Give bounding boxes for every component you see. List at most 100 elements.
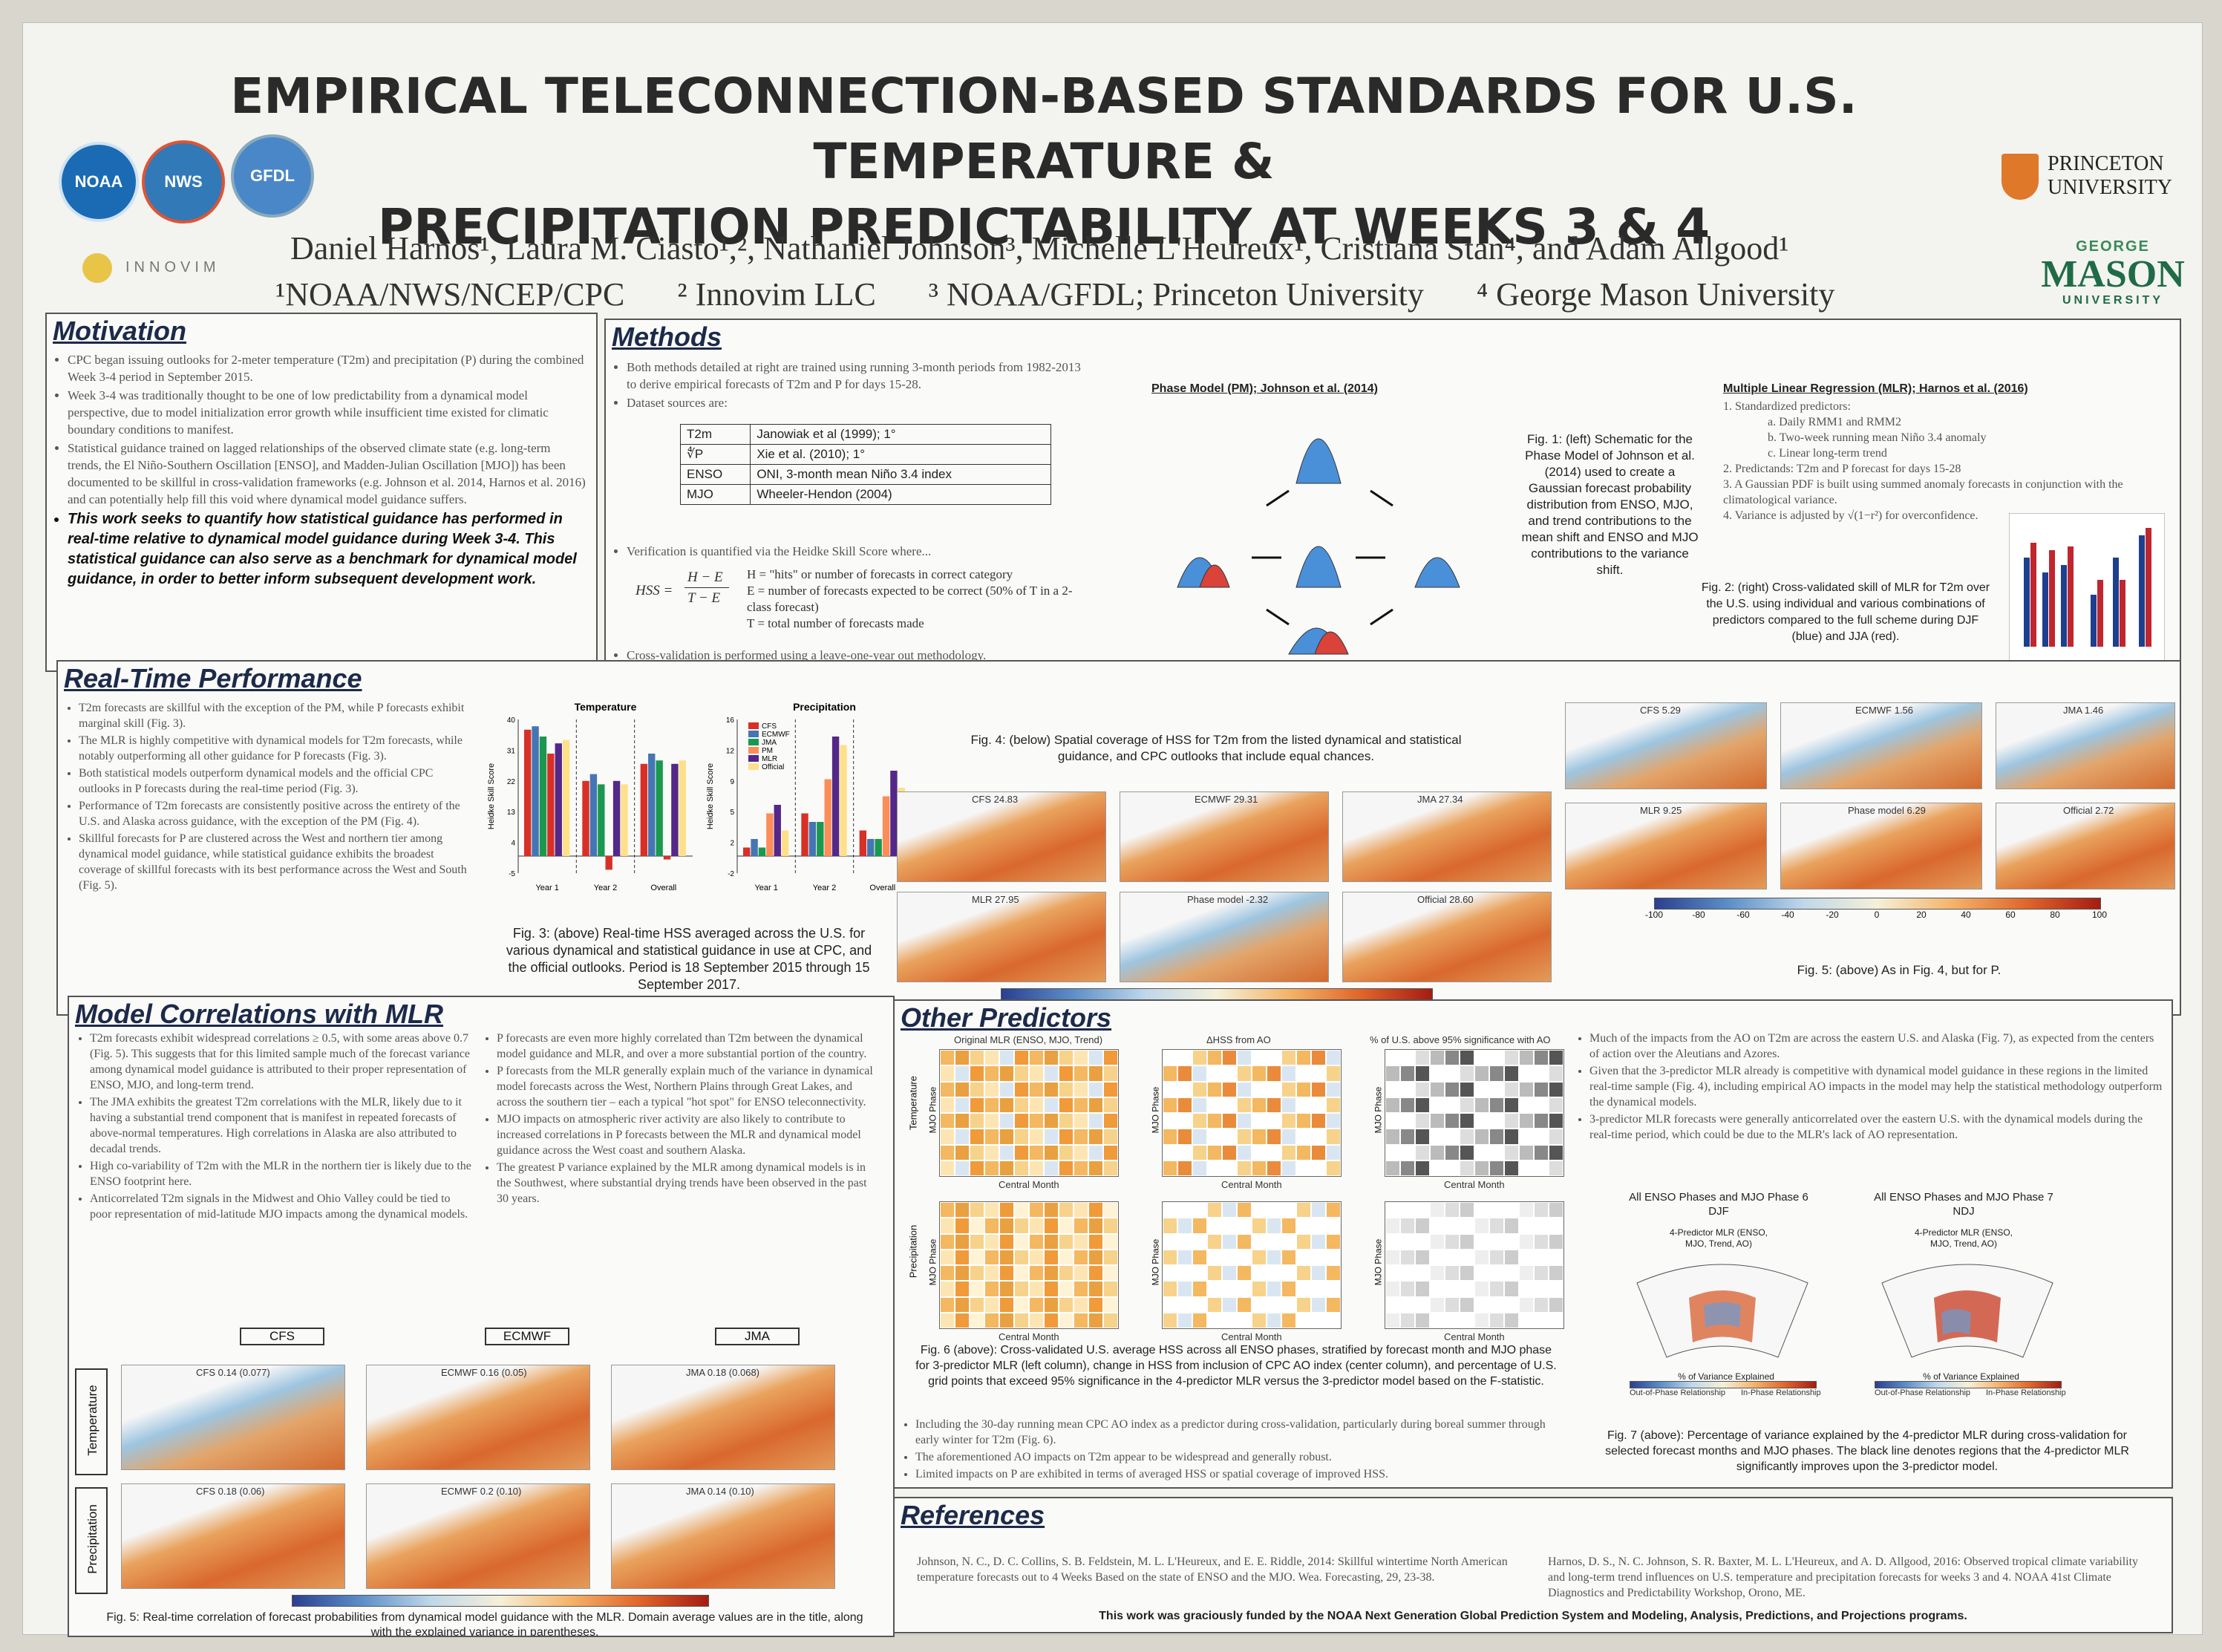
heatmap-cell [1296, 1265, 1311, 1282]
heatmap-cell [970, 1249, 984, 1265]
heatmap-cell [1222, 1097, 1237, 1113]
bar-jma [598, 784, 605, 856]
heatmap-cell [1445, 1129, 1460, 1145]
bar-official [781, 830, 789, 856]
mlr-list: 1. Standardized predictors: a. Daily RMM… [1723, 400, 2123, 522]
bar-mlr [831, 737, 840, 856]
fig4-colorbar [1001, 988, 1433, 1000]
bar-cfs [524, 729, 532, 856]
heatmap-mlr-temp [939, 1049, 1119, 1177]
heatmap-cell [1088, 1160, 1103, 1176]
heatmap-cell [940, 1312, 955, 1328]
pdf-curve-bottom [1288, 627, 1349, 655]
heatmap-cell [940, 1129, 955, 1145]
heatmap-cell [1074, 1144, 1088, 1160]
heatmap-cell [1430, 1218, 1445, 1234]
heatmap-cell [1504, 1113, 1519, 1129]
heatmap-cell [1014, 1160, 1029, 1176]
y-tick-label: 9 [730, 778, 734, 786]
heatmap-cell [1103, 1249, 1118, 1265]
heatmap-cell [1549, 1218, 1563, 1234]
heatmap-cell [1445, 1265, 1460, 1282]
heatmap-cell [1074, 1202, 1088, 1218]
heatmap-cell [1474, 1233, 1489, 1250]
heatmap-cell [1311, 1281, 1326, 1297]
heatmap-cell [999, 1249, 1014, 1265]
heatmap-cell [1489, 1144, 1504, 1160]
heatmap-cell [1385, 1144, 1400, 1160]
heatmap-cell [1163, 1050, 1177, 1066]
heatmap-cell [1044, 1296, 1059, 1313]
heatmap-cell [999, 1218, 1014, 1234]
heatmap-cell [1059, 1097, 1074, 1113]
heatmap-cell [1074, 1249, 1088, 1265]
colorbar-tick: 0 [1874, 910, 1880, 920]
heatmap-cell [1296, 1160, 1311, 1176]
affiliations: ¹NOAA/NWS/NCEP/CPC ² Innovim LLC ³ NOAA/… [275, 276, 1835, 313]
heatmap-cell [1252, 1281, 1267, 1297]
colorbar-tick: 40 [1961, 910, 1971, 920]
heatmap-cell [984, 1218, 999, 1234]
heatmap-cell [1177, 1050, 1192, 1066]
heatmap-cell [1474, 1129, 1489, 1145]
heatmap-cell [1237, 1050, 1252, 1066]
heatmap-cell [1385, 1265, 1400, 1282]
x-tick-label: Overall [869, 884, 895, 892]
heatmap-cell [1044, 1160, 1059, 1176]
heatmap-cell [1326, 1113, 1341, 1129]
realtime-panel: Real-Time Performance T2m forecasts are … [56, 660, 2181, 1016]
heatmap-cell [1267, 1113, 1281, 1129]
bar-cfs [859, 830, 867, 856]
heatmap-ao-temp [1162, 1049, 1342, 1177]
heatmap-cell [1400, 1129, 1415, 1145]
heatmap-cell [1252, 1144, 1267, 1160]
heatmap-cell [1460, 1281, 1474, 1297]
heatmap-cell [1385, 1281, 1400, 1297]
heatmap-cell [1222, 1265, 1237, 1282]
heatmap-cell [1163, 1065, 1177, 1082]
heatmap-cell [1311, 1144, 1326, 1160]
innovim-logo: INNOVIM [82, 246, 261, 290]
heatmap-cell [1177, 1160, 1192, 1176]
heatmap-cell [1267, 1281, 1281, 1297]
heatmap-cell [1385, 1113, 1400, 1129]
heatmap-cell [1074, 1050, 1088, 1066]
y-tick-label: 2 [730, 840, 734, 848]
heatmap-cell [1415, 1050, 1430, 1066]
heatmap-cell [1385, 1312, 1400, 1328]
heatmap-cell [1267, 1097, 1281, 1113]
heatmap-mlr-precip [939, 1201, 1119, 1329]
bar-official [562, 740, 570, 856]
correlations-right-text: P forecasts are even more highly correla… [485, 1031, 878, 1208]
heatmap-cell [1549, 1249, 1563, 1265]
heatmap-cell [1207, 1050, 1222, 1066]
heatmap-cell [1267, 1202, 1281, 1218]
heatmap-cell [1163, 1081, 1177, 1097]
heatmap-cell [1252, 1113, 1267, 1129]
heatmap-cell [1460, 1233, 1474, 1250]
bar-mlr [555, 743, 562, 856]
bar-cfs [640, 763, 648, 856]
heatmap-cell [1430, 1129, 1445, 1145]
fig2-bar-chart [2009, 513, 2165, 662]
heatmap-cell [1489, 1296, 1504, 1313]
heatmap-cell [1326, 1160, 1341, 1176]
heatmap-cell [1489, 1097, 1504, 1113]
heatmap-cell [1281, 1312, 1296, 1328]
heatmap-cell [1311, 1296, 1326, 1313]
heatmap-cell [1281, 1202, 1296, 1218]
heatmap-cell [1311, 1249, 1326, 1265]
heatmap-cell [1281, 1113, 1296, 1129]
heatmap-cell [984, 1050, 999, 1066]
title-line-1: EMPIRICAL TELECONNECTION-BASED STANDARDS… [230, 68, 1857, 190]
heatmap-cell [1400, 1081, 1415, 1097]
heatmap-cell [1415, 1218, 1430, 1234]
heatmap-cell [1074, 1081, 1088, 1097]
heatmap-cell [1163, 1233, 1177, 1250]
heatmap-cell [1489, 1113, 1504, 1129]
pm-title: Phase Model (PM); Johnson et al. (2014) [1151, 382, 1378, 395]
heatmap-cell [1549, 1097, 1563, 1113]
heatmap-cell [1519, 1265, 1534, 1282]
heatmap-cell [1534, 1281, 1549, 1297]
bar-ecmwf [648, 754, 656, 856]
